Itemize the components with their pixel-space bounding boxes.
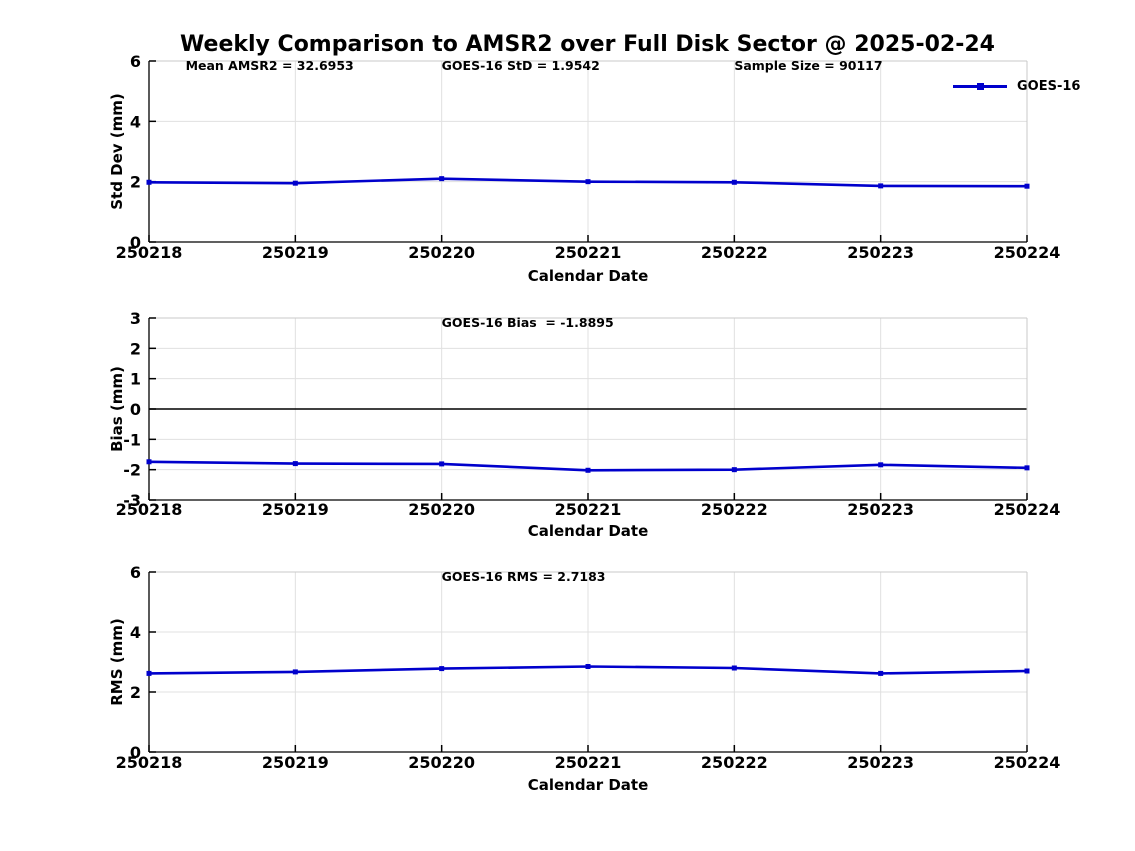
y-tick-label: 0 — [130, 400, 141, 419]
x-tick-label: 250219 — [262, 753, 329, 772]
x-tick-label: 250220 — [408, 243, 475, 262]
panel-annotation: GOES-16 StD = 1.9542 — [442, 58, 600, 73]
y-tick-label: -2 — [123, 461, 141, 480]
x-tick-label: 250224 — [994, 500, 1061, 519]
data-point-marker — [292, 180, 298, 186]
x-tick-label: 250223 — [847, 753, 914, 772]
data-point-marker — [731, 665, 737, 671]
y-tick-label: 2 — [130, 683, 141, 702]
x-tick-label: 250224 — [994, 753, 1061, 772]
x-tick-label: 250220 — [408, 500, 475, 519]
data-point-marker — [1024, 668, 1030, 674]
y-tick-label: 4 — [130, 623, 141, 642]
data-point-marker — [731, 467, 737, 473]
y-tick-label: 0 — [130, 233, 141, 252]
data-point-marker — [878, 462, 884, 468]
x-axis-label: Calendar Date — [528, 267, 649, 285]
x-tick-label: 250222 — [701, 243, 768, 262]
data-point-marker — [292, 669, 298, 675]
data-point-marker — [878, 183, 884, 189]
x-tick-label: 250219 — [262, 243, 329, 262]
chart-svg-rms: 0 2 4 6 250218 250219 250220 250221 250222 250223… — [108, 563, 1061, 794]
panel-annotation: Mean AMSR2 = 32.6953 — [186, 58, 354, 73]
subplot-rms: 0 2 4 6 250218 250219 250220 250221 250222 250223… — [0, 562, 1135, 802]
x-tick-label: 250222 — [701, 500, 768, 519]
data-point-marker — [292, 461, 298, 467]
data-point-marker — [146, 179, 152, 185]
x-tick-label: 250220 — [408, 753, 475, 772]
data-point-marker — [731, 179, 737, 185]
y-tick-label: 4 — [130, 112, 141, 131]
x-tick-label: 250223 — [847, 243, 914, 262]
panel-annotation: Sample Size = 90117 — [734, 58, 882, 73]
x-tick-label: 250219 — [262, 500, 329, 519]
data-point-marker — [1024, 183, 1030, 189]
subplot-std-dev: 0 2 4 6 250218 250219 250220 250221 250222 250223… — [0, 55, 1135, 295]
data-point-marker — [146, 459, 152, 465]
figure-title: Weekly Comparison to AMSR2 over Full Dis… — [180, 32, 995, 57]
y-axis-label: RMS (mm) — [108, 618, 126, 705]
x-axis-label: Calendar Date — [528, 776, 649, 794]
data-point-marker — [878, 670, 884, 676]
y-tick-label: 0 — [130, 743, 141, 762]
x-tick-label: 250218 — [116, 753, 183, 772]
data-point-marker — [1024, 465, 1030, 471]
chart-svg-std-dev: 0 2 4 6 250218 250219 250220 250221 250222 250223… — [108, 55, 1061, 285]
y-tick-label: -3 — [123, 491, 141, 510]
x-tick-label: 250221 — [555, 500, 622, 519]
y-tick-label: 2 — [130, 339, 141, 358]
y-tick-label: 6 — [130, 563, 141, 582]
legend-marker-icon — [977, 82, 984, 90]
data-point-marker — [585, 467, 591, 473]
data-point-marker — [585, 664, 591, 669]
data-point-marker — [439, 666, 445, 672]
y-tick-label: 3 — [130, 309, 141, 328]
data-point-marker — [439, 461, 445, 467]
legend: GOES-16 — [953, 78, 1080, 94]
x-tick-label: 250223 — [847, 500, 914, 519]
y-axis-label: Bias (mm) — [108, 366, 126, 452]
subplot-bias: 3 2 1 0 -1 -2 -3 250218 250219 250220 250221 250222… — [0, 308, 1135, 550]
y-tick-label: -1 — [123, 430, 141, 449]
x-tick-label: 250218 — [116, 243, 183, 262]
data-point-marker — [439, 176, 445, 182]
x-axis-label: Calendar Date — [528, 522, 649, 540]
data-point-marker — [585, 179, 591, 185]
y-tick-label: 2 — [130, 173, 141, 192]
legend-line-sample — [953, 82, 1007, 90]
y-tick-label: 1 — [130, 370, 141, 389]
panel-annotation: GOES-16 RMS = 2.7183 — [442, 569, 606, 584]
y-axis-label: Std Dev (mm) — [108, 93, 126, 210]
x-tick-label: 250221 — [555, 753, 622, 772]
panel-annotation: GOES-16 Bias = -1.8895 — [442, 315, 614, 330]
x-tick-label: 250222 — [701, 753, 768, 772]
y-tick-label: 6 — [130, 55, 141, 71]
data-point-marker — [146, 670, 152, 676]
legend-label: GOES-16 — [1017, 78, 1081, 94]
x-tick-label: 250218 — [116, 500, 183, 519]
x-tick-label: 250221 — [555, 243, 622, 262]
x-tick-label: 250224 — [994, 243, 1061, 262]
